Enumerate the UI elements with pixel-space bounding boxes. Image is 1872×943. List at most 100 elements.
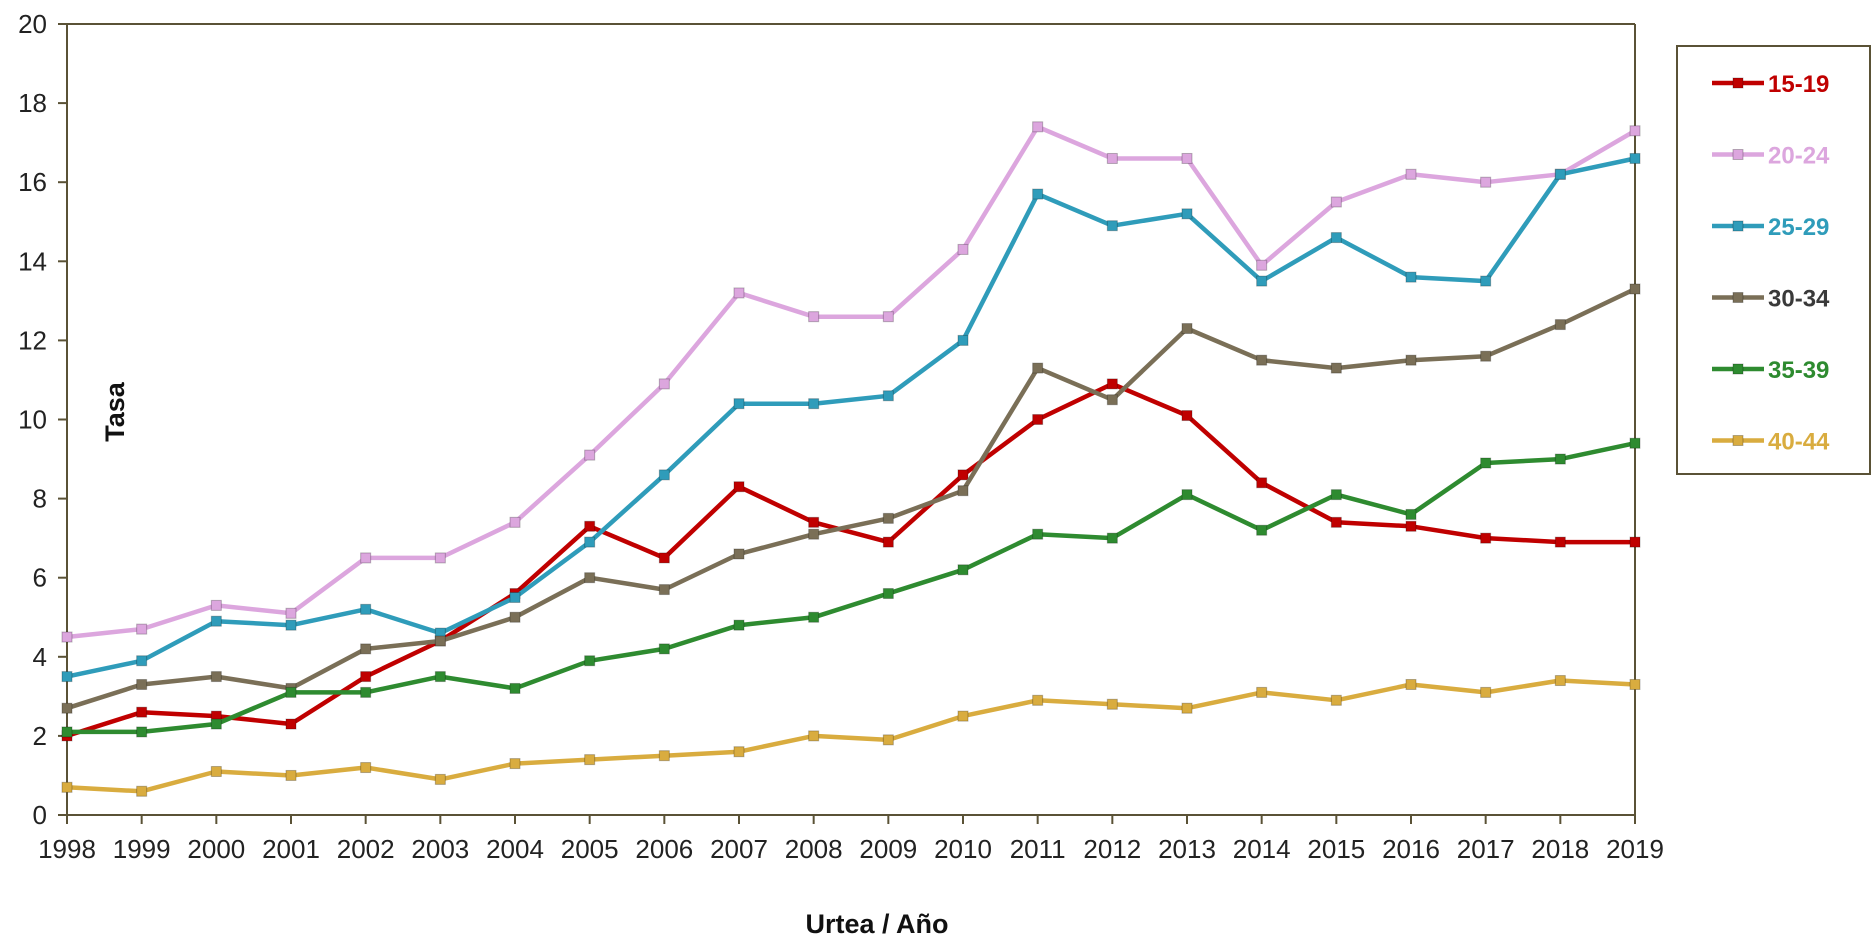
data-point — [1554, 675, 1566, 687]
x-tick-label: 2000 — [187, 834, 245, 864]
data-point — [1032, 121, 1044, 133]
legend-item-25-29: 25-29 — [1712, 214, 1829, 241]
data-point — [136, 726, 148, 738]
data-point — [1181, 702, 1193, 714]
data-point — [957, 485, 969, 497]
x-tick-label: 2006 — [635, 834, 693, 864]
x-tick-label: 2012 — [1083, 834, 1141, 864]
data-point — [509, 516, 521, 528]
data-point — [957, 564, 969, 576]
data-point — [808, 398, 820, 410]
data-point — [434, 671, 446, 683]
axes: 0 2 4 6 8 10 12 14 16 18 20 1998 1999 2000 2001 2002 200… — [18, 9, 1664, 864]
data-point — [434, 552, 446, 564]
data-point — [1181, 323, 1193, 335]
legend-label: 40-44 — [1768, 429, 1830, 456]
series-line-40-44 — [66, 678, 1636, 794]
data-point — [1032, 528, 1044, 540]
data-point — [285, 718, 297, 730]
data-point — [808, 528, 820, 540]
data-point — [882, 390, 894, 402]
data-point — [1181, 152, 1193, 164]
data-point — [509, 682, 521, 694]
legend-item-35-39: 35-39 — [1712, 357, 1829, 384]
data-point — [1330, 232, 1342, 244]
data-point — [658, 750, 670, 762]
data-point — [1032, 188, 1044, 200]
data-point — [1629, 283, 1641, 295]
data-point — [882, 734, 894, 746]
data-point — [136, 706, 148, 718]
legend-item-30-34: 30-34 — [1712, 286, 1830, 313]
legend-marker — [1732, 435, 1744, 446]
data-point — [658, 469, 670, 481]
data-point — [1256, 477, 1268, 489]
legend-label: 30-34 — [1768, 286, 1830, 313]
data-point — [1032, 694, 1044, 706]
x-tick-label: 2015 — [1307, 834, 1365, 864]
data-point — [1330, 489, 1342, 501]
x-tick-label: 2017 — [1457, 834, 1515, 864]
data-point — [434, 635, 446, 647]
legend-label: 15-19 — [1768, 71, 1829, 98]
y-tick-label: 2 — [33, 721, 47, 751]
data-point — [808, 516, 820, 528]
data-point — [1480, 532, 1492, 544]
series-line-25-29 — [66, 156, 1636, 679]
data-point — [136, 655, 148, 667]
data-point — [1106, 394, 1118, 406]
y-tick-label: 18 — [18, 88, 47, 118]
data-point — [882, 311, 894, 323]
data-point — [285, 607, 297, 619]
data-point — [1256, 354, 1268, 366]
data-point — [957, 334, 969, 346]
legend-item-15-19: 15-19 — [1712, 71, 1829, 98]
data-point — [1330, 694, 1342, 706]
x-tick-label: 2014 — [1233, 834, 1291, 864]
data-point — [285, 686, 297, 698]
data-point — [1629, 678, 1641, 690]
data-point — [1256, 275, 1268, 287]
data-point — [957, 469, 969, 481]
data-point — [658, 552, 670, 564]
data-point — [808, 311, 820, 323]
y-tick-label: 12 — [18, 325, 47, 355]
data-point — [584, 520, 596, 532]
legend-marker — [1732, 220, 1744, 232]
x-tick-label: 2004 — [486, 834, 544, 864]
data-point — [136, 678, 148, 690]
data-point — [509, 611, 521, 623]
data-point — [1330, 362, 1342, 374]
data-point — [1106, 152, 1118, 164]
x-tick-label: 2005 — [561, 834, 619, 864]
data-point — [584, 754, 596, 766]
data-point — [61, 726, 73, 738]
data-point — [658, 378, 670, 390]
data-point — [1480, 686, 1492, 698]
data-point — [584, 655, 596, 667]
y-tick-label: 8 — [33, 484, 47, 514]
data-point — [733, 746, 745, 758]
data-point — [1629, 125, 1641, 137]
data-point — [1106, 532, 1118, 544]
data-point — [658, 643, 670, 655]
data-point — [1032, 414, 1044, 425]
data-point — [360, 762, 372, 774]
series-line-15-19 — [66, 381, 1635, 739]
legend-item-40-44: 40-44 — [1712, 429, 1830, 456]
x-tick-label: 2008 — [785, 834, 843, 864]
x-tick-label: 2013 — [1158, 834, 1216, 864]
series-25-29 — [61, 152, 1641, 683]
x-tick-label: 2002 — [337, 834, 395, 864]
data-point — [733, 619, 745, 631]
data-point — [1405, 678, 1417, 690]
data-point — [285, 769, 297, 781]
data-point — [1554, 168, 1566, 180]
data-point — [360, 643, 372, 655]
data-point — [1181, 410, 1193, 422]
y-tick-label: 16 — [18, 167, 47, 197]
data-point — [1256, 524, 1268, 536]
data-point — [360, 671, 372, 683]
data-point — [210, 718, 222, 730]
